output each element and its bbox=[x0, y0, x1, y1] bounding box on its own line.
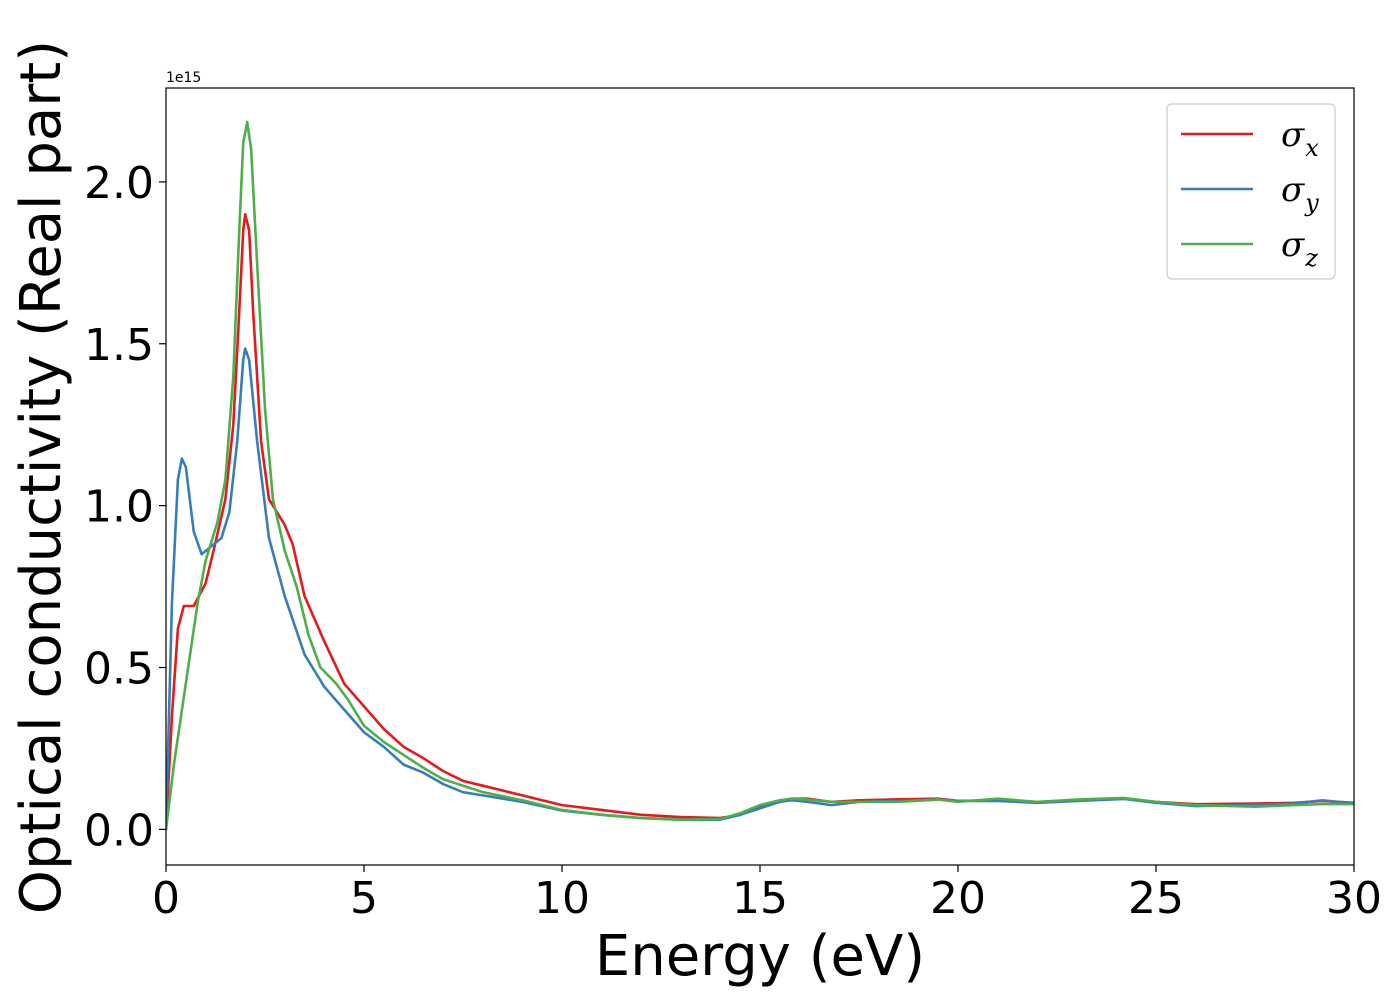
x-tick-label: 10 bbox=[534, 873, 590, 924]
legend-label-x: σx bbox=[1281, 115, 1319, 162]
plot-area bbox=[166, 120, 1354, 831]
x-tick-label: 5 bbox=[350, 873, 378, 924]
y-tick-label: 2.0 bbox=[84, 158, 154, 209]
x-axis-label: Energy (eV) bbox=[595, 924, 925, 989]
x-tick-label: 0 bbox=[152, 873, 180, 924]
y-tick-label: 0.0 bbox=[84, 805, 154, 856]
x-tick-label: 30 bbox=[1326, 873, 1382, 924]
legend-box bbox=[1166, 103, 1336, 280]
y-tick-label: 1.5 bbox=[84, 320, 154, 371]
x-tick-label: 20 bbox=[930, 873, 986, 924]
y-tick-label: 1.0 bbox=[84, 482, 154, 533]
y-axis-offset-label: 1e15 bbox=[166, 70, 201, 86]
series-line-x bbox=[166, 212, 1354, 831]
y-axis-label: Optical conductivity (Real part) bbox=[9, 40, 74, 914]
axes: 0 5 10 15 20 25 30 0.0 0.5 1.0 1.5 2.0 bbox=[84, 87, 1382, 924]
y-tick-label: 0.5 bbox=[84, 644, 154, 695]
x-tick-label: 15 bbox=[732, 873, 788, 924]
x-tick-label: 25 bbox=[1128, 873, 1184, 924]
series-line-z bbox=[166, 120, 1354, 831]
series-line-y bbox=[166, 347, 1354, 831]
